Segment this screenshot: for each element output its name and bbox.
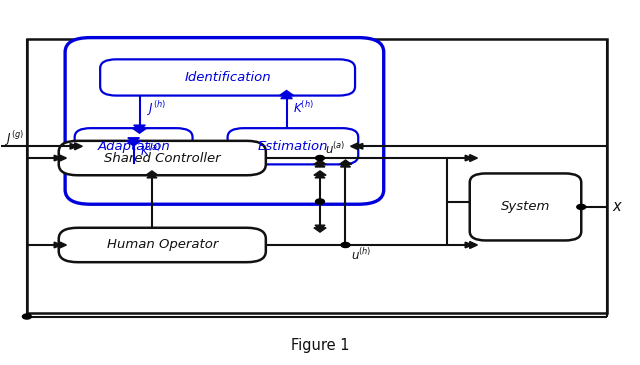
Circle shape: [577, 204, 586, 210]
Polygon shape: [59, 242, 67, 249]
Polygon shape: [134, 125, 145, 130]
Circle shape: [316, 199, 324, 204]
Text: Figure 1: Figure 1: [291, 338, 349, 353]
Polygon shape: [59, 154, 67, 162]
Text: $\mathbf{\mathit{K}}^{(a)}$: $\mathbf{\mathit{K}}^{(a)}$: [140, 143, 161, 159]
Polygon shape: [70, 143, 77, 149]
Polygon shape: [351, 143, 358, 150]
Polygon shape: [470, 154, 477, 162]
FancyBboxPatch shape: [59, 141, 266, 175]
Polygon shape: [315, 163, 325, 167]
FancyBboxPatch shape: [59, 228, 266, 262]
Circle shape: [341, 242, 350, 247]
Polygon shape: [465, 242, 473, 248]
Polygon shape: [54, 155, 62, 161]
Text: Estimation: Estimation: [258, 140, 328, 153]
Polygon shape: [314, 228, 326, 232]
Text: $\mathbf{\mathit{u}}^{(a)}$: $\mathbf{\mathit{u}}^{(a)}$: [325, 141, 346, 157]
Polygon shape: [75, 143, 83, 150]
Polygon shape: [314, 160, 326, 164]
Text: $J^{(g)}$: $J^{(g)}$: [4, 129, 24, 148]
Polygon shape: [147, 173, 157, 178]
Text: $\mathbf{\mathit{K}}^{(h)}$: $\mathbf{\mathit{K}}^{(h)}$: [293, 100, 314, 116]
Text: System: System: [501, 200, 550, 214]
FancyBboxPatch shape: [470, 173, 581, 241]
Text: Shared Controller: Shared Controller: [104, 151, 221, 165]
Text: $\mathbf{\mathit{x}}$: $\mathbf{\mathit{x}}$: [612, 199, 623, 215]
Polygon shape: [315, 225, 325, 230]
Text: $J^{(h)}$: $J^{(h)}$: [147, 99, 166, 118]
Text: Adaptation: Adaptation: [97, 140, 170, 153]
FancyBboxPatch shape: [75, 128, 193, 164]
Polygon shape: [340, 163, 351, 167]
Text: Human Operator: Human Operator: [107, 238, 218, 251]
FancyBboxPatch shape: [65, 38, 384, 204]
Circle shape: [316, 155, 324, 161]
Circle shape: [22, 314, 31, 319]
Polygon shape: [470, 242, 477, 249]
Polygon shape: [355, 143, 363, 149]
Bar: [27, 39, 607, 313]
Polygon shape: [280, 91, 294, 96]
Polygon shape: [281, 93, 292, 99]
Polygon shape: [128, 138, 140, 143]
Polygon shape: [314, 171, 326, 175]
Polygon shape: [146, 171, 158, 175]
FancyBboxPatch shape: [100, 59, 355, 96]
Polygon shape: [127, 141, 141, 146]
Text: Identification: Identification: [184, 71, 271, 84]
FancyBboxPatch shape: [228, 128, 358, 164]
Polygon shape: [315, 173, 325, 178]
Polygon shape: [132, 128, 147, 133]
Polygon shape: [339, 160, 351, 164]
Text: $\mathbf{\mathit{u}}^{(h)}$: $\mathbf{\mathit{u}}^{(h)}$: [351, 247, 371, 263]
Polygon shape: [54, 242, 62, 248]
Polygon shape: [465, 155, 473, 161]
